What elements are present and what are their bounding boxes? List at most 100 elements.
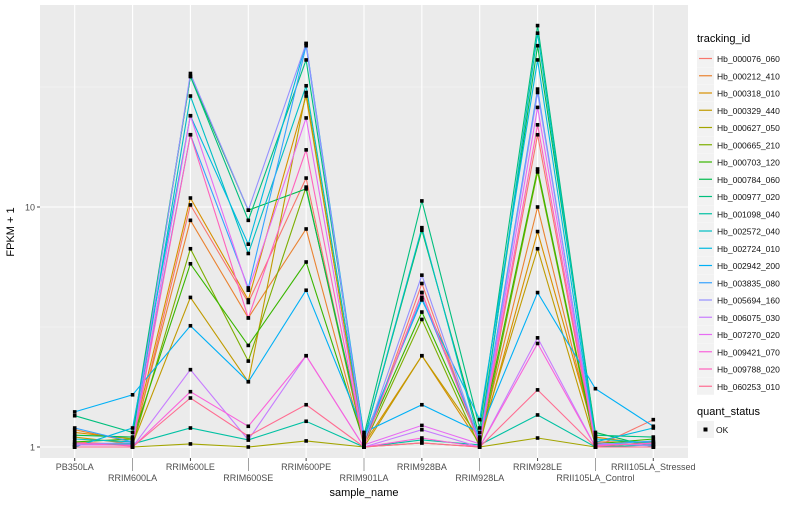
legend-item-label: Hb_002724_010: [717, 244, 780, 254]
data-point: [420, 199, 424, 203]
data-point: [651, 435, 656, 439]
data-point: [72, 443, 77, 447]
legend-item-label: OK: [716, 425, 729, 435]
data-point: [130, 437, 135, 441]
data-point: [420, 438, 424, 442]
x-tick-label: RRIM600SE: [223, 473, 273, 483]
data-point: [477, 435, 482, 439]
data-point: [304, 402, 308, 407]
data-point: [246, 438, 251, 442]
legend-item-label: Hb_002572_040: [717, 227, 780, 237]
legend-item-label: Hb_005694_160: [717, 296, 780, 306]
data-point: [188, 132, 193, 137]
data-point: [535, 290, 540, 295]
data-point: [304, 116, 308, 120]
y-axis-label: FPKM + 1: [5, 207, 17, 256]
x-axis-label: sample_name: [329, 487, 398, 499]
data-point: [304, 187, 308, 191]
x-tick-label: PB350LA: [56, 462, 94, 472]
legend-item-label: Hb_009421_070: [717, 347, 780, 357]
data-point: [188, 323, 193, 328]
data-point: [651, 439, 656, 443]
data-point: [246, 242, 251, 246]
data-point: [72, 445, 77, 449]
data-point: [188, 71, 193, 76]
data-point: [535, 58, 540, 62]
y-tick-label: 1: [30, 443, 35, 453]
data-point: [420, 310, 424, 314]
data-point: [362, 433, 366, 437]
legend-item-label: Hb_001098_040: [717, 209, 780, 219]
data-point: [304, 260, 308, 264]
legend-item-label: Hb_003835_080: [717, 278, 780, 288]
data-point: [304, 353, 308, 358]
data-point: [304, 176, 308, 180]
data-point: [420, 423, 424, 428]
data-point: [593, 386, 598, 391]
data-point: [130, 426, 135, 430]
x-tick-label: RRIM901LA: [339, 473, 388, 483]
data-point: [535, 167, 540, 171]
data-point: [651, 441, 656, 445]
data-point: [420, 295, 424, 300]
legend-item-label: Hb_009788_020: [717, 365, 780, 375]
data-point: [477, 443, 482, 447]
x-tick-label: RRII105LA_Stressed: [611, 462, 696, 472]
data-point: [651, 424, 656, 429]
data-point: [130, 393, 135, 397]
data-point: [477, 437, 482, 441]
legend-shape-swatch: [703, 427, 708, 432]
data-point: [188, 196, 193, 200]
legend-item-label: Hb_000977_020: [717, 192, 780, 202]
data-point: [72, 433, 77, 437]
data-point: [246, 316, 251, 320]
data-point: [420, 427, 424, 432]
data-point: [304, 58, 308, 62]
data-point: [188, 203, 193, 207]
data-point: [130, 441, 135, 445]
data-point: [188, 295, 193, 300]
legend-item-label: Hb_007270_020: [717, 330, 780, 340]
legend-item-label: Hb_002942_200: [717, 261, 780, 271]
data-point: [420, 402, 424, 407]
data-point: [593, 433, 598, 437]
data-point: [304, 439, 308, 443]
data-point: [535, 436, 540, 440]
legend-item-label: Hb_000703_120: [717, 158, 780, 168]
legend-item-label: Hb_006075_030: [717, 313, 780, 323]
data-point: [72, 413, 77, 418]
data-point: [188, 94, 193, 98]
data-point: [246, 359, 251, 363]
data-point: [188, 396, 193, 400]
data-point: [535, 23, 540, 28]
data-point: [362, 435, 366, 439]
data-point: [535, 90, 540, 95]
data-point: [362, 440, 366, 444]
data-point: [304, 419, 308, 424]
x-tick-label: RRIM600LA: [108, 473, 157, 483]
data-point: [535, 43, 540, 48]
data-point: [188, 389, 193, 394]
data-point: [651, 445, 656, 449]
data-point: [72, 410, 77, 414]
data-point: [246, 379, 251, 384]
data-point: [477, 439, 482, 443]
data-point: [362, 437, 366, 441]
data-point: [420, 441, 424, 445]
data-point: [420, 317, 424, 322]
legend-item-label: Hb_000627_050: [717, 123, 780, 133]
x-tick-label: RRIM600PE: [281, 462, 331, 472]
legend-item-label: Hb_000329_440: [717, 106, 780, 116]
data-point: [246, 208, 251, 212]
data-point: [420, 436, 424, 440]
data-point: [130, 430, 135, 435]
legend-title: tracking_id: [697, 33, 750, 45]
data-point: [188, 261, 193, 266]
data-point: [535, 336, 540, 340]
legend-item-label: Hb_000212_410: [717, 71, 780, 81]
data-point: [420, 281, 424, 286]
data-point: [130, 445, 135, 449]
data-point: [362, 430, 366, 435]
data-point: [304, 288, 308, 293]
data-point: [304, 41, 308, 46]
